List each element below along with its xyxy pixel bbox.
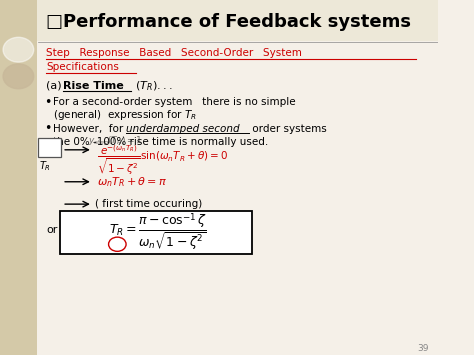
Text: •: • [44,96,51,109]
Text: □Performance of Feedback systems: □Performance of Feedback systems [46,13,411,31]
Text: For a second-order system   there is no simple: For a second-order system there is no si… [53,97,295,107]
Text: $\omega_n T_R + \theta = \pi$: $\omega_n T_R + \theta = \pi$ [97,175,167,189]
FancyBboxPatch shape [60,211,252,254]
Text: $T_R$: $T_R$ [39,159,51,173]
Bar [38,138,61,157]
Text: (general)  expression for $T_R$: (general) expression for $T_R$ [53,108,197,122]
Bar [37,0,438,41]
Circle shape [3,64,34,89]
Text: Specifications: Specifications [46,62,119,72]
Text: $\dfrac{e^{-(\omega_n T_R)}}{\sqrt{1-\zeta^2}}\sin(\omega_n T_R + \theta) = 0$: $\dfrac{e^{-(\omega_n T_R)}}{\sqrt{1-\ze… [97,144,228,177]
Bar [0,0,37,355]
Text: or: or [46,225,57,235]
Text: the 0% -100% rise time is normally used.: the 0% -100% rise time is normally used. [53,137,268,147]
Text: (a): (a) [46,81,69,91]
Text: order systems: order systems [249,124,327,133]
Text: •: • [44,122,51,135]
Text: underdamped second: underdamped second [126,124,240,133]
Text: $y_{step}(T_R) = 1$: $y_{step}(T_R) = 1$ [88,135,142,148]
Text: 39: 39 [418,344,429,353]
Text: However,  for: However, for [53,124,126,133]
Circle shape [3,37,34,62]
Text: $(T_R)...$: $(T_R)...$ [132,79,173,93]
Text: Rise Time: Rise Time [64,81,124,91]
Text: Step   Response   Based   Second-Order   System: Step Response Based Second-Order System [46,48,302,58]
Text: ( first time occuring): ( first time occuring) [95,199,203,209]
Text: $T_R = \dfrac{\pi - \cos^{-1}\zeta}{\omega_n\sqrt{1-\zeta^2}}$: $T_R = \dfrac{\pi - \cos^{-1}\zeta}{\ome… [109,211,207,253]
